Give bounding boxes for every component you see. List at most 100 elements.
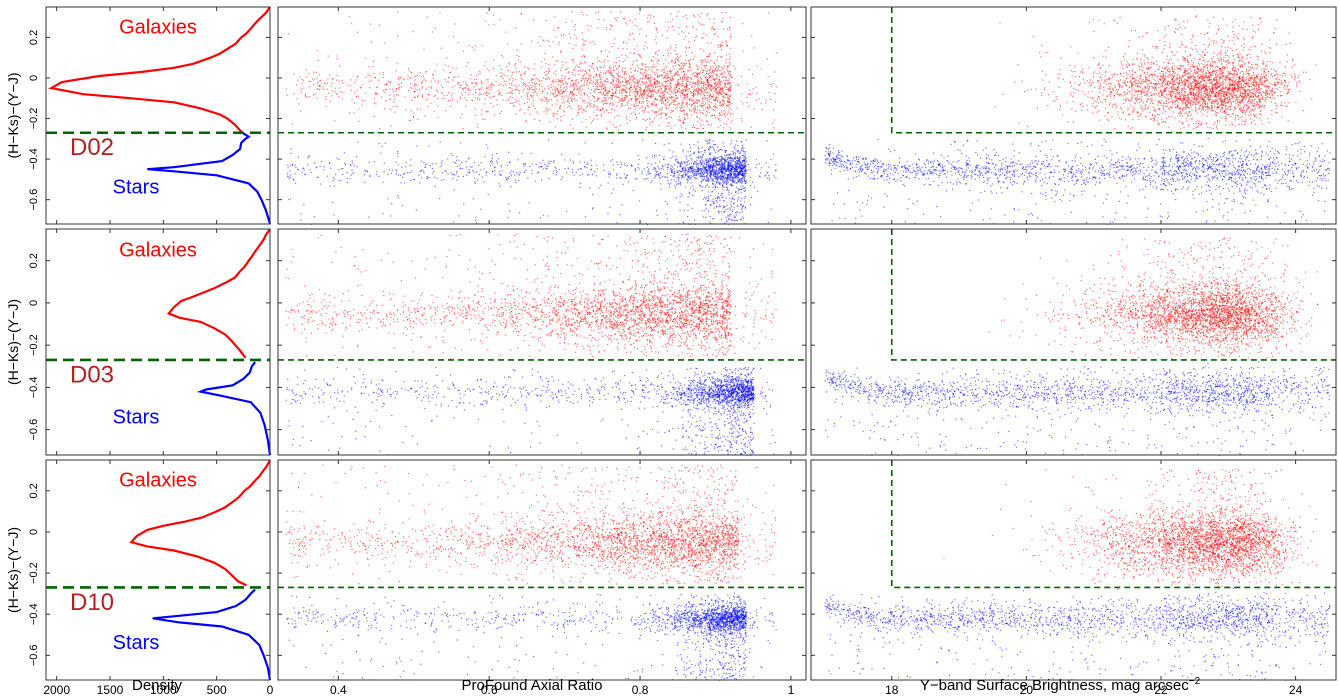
galaxy-point bbox=[544, 59, 545, 60]
galaxy-point bbox=[489, 93, 490, 94]
galaxy-point bbox=[572, 95, 573, 96]
star-point bbox=[543, 169, 544, 170]
galaxy-point bbox=[479, 71, 480, 72]
star-point bbox=[451, 153, 452, 154]
galaxy-point bbox=[494, 96, 495, 97]
star-point bbox=[332, 202, 333, 203]
galaxy-point bbox=[292, 123, 293, 124]
galaxy-point bbox=[621, 90, 622, 91]
star-point bbox=[443, 179, 444, 180]
star-point bbox=[687, 182, 688, 183]
star-point bbox=[689, 178, 690, 179]
star-point bbox=[427, 176, 428, 177]
star-point bbox=[564, 168, 565, 169]
galaxy-point bbox=[341, 92, 342, 93]
star-point bbox=[689, 171, 690, 172]
galaxy-point bbox=[524, 89, 525, 90]
galaxy-point bbox=[615, 96, 616, 97]
galaxy-point bbox=[688, 81, 689, 82]
galaxy-point bbox=[428, 87, 429, 88]
galaxy-point bbox=[610, 74, 611, 75]
galaxy-point bbox=[638, 98, 639, 99]
star-point bbox=[725, 167, 726, 168]
galaxy-point bbox=[683, 92, 684, 93]
star-point bbox=[500, 174, 501, 175]
galaxy-point bbox=[399, 76, 400, 77]
galaxy-point bbox=[550, 93, 551, 94]
star-point bbox=[730, 180, 731, 181]
star-point bbox=[740, 178, 741, 179]
star-point bbox=[445, 170, 446, 171]
galaxy-point bbox=[540, 36, 541, 37]
star-point bbox=[589, 187, 590, 188]
galaxy-point bbox=[572, 48, 573, 49]
star-point bbox=[496, 161, 497, 162]
galaxy-point bbox=[661, 99, 662, 100]
star-point bbox=[741, 164, 742, 165]
galaxy-point bbox=[728, 98, 729, 99]
galaxy-point bbox=[493, 68, 494, 69]
star-point bbox=[499, 171, 500, 172]
galaxy-point bbox=[659, 76, 660, 77]
star-point bbox=[548, 161, 549, 162]
star-point bbox=[537, 172, 538, 173]
star-point bbox=[767, 172, 768, 173]
galaxy-point bbox=[677, 84, 678, 85]
galaxy-point bbox=[604, 112, 605, 113]
galaxy-point bbox=[351, 23, 352, 24]
star-point bbox=[697, 173, 698, 174]
galaxy-point bbox=[407, 75, 408, 76]
star-point bbox=[705, 198, 706, 199]
galaxy-point bbox=[670, 89, 671, 90]
star-point bbox=[685, 170, 686, 171]
galaxy-point bbox=[646, 91, 647, 92]
galaxy-point bbox=[602, 100, 603, 101]
galaxy-point bbox=[727, 83, 728, 84]
galaxy-point bbox=[603, 61, 604, 62]
galaxy-point bbox=[465, 83, 466, 84]
star-point bbox=[699, 163, 700, 164]
star-point bbox=[456, 173, 457, 174]
galaxy-point bbox=[438, 80, 439, 81]
star-point bbox=[708, 181, 709, 182]
galaxy-point bbox=[511, 85, 512, 86]
star-point bbox=[736, 186, 737, 187]
galaxy-point bbox=[599, 92, 600, 93]
galaxy-point bbox=[525, 86, 526, 87]
star-point bbox=[396, 170, 397, 171]
galaxy-point bbox=[650, 81, 651, 82]
galaxy-point bbox=[580, 62, 581, 63]
galaxy-point bbox=[685, 95, 686, 96]
star-point bbox=[334, 186, 335, 187]
galaxy-point bbox=[484, 65, 485, 66]
galaxy-point bbox=[709, 93, 710, 94]
galaxy-point bbox=[748, 69, 749, 70]
star-point bbox=[509, 211, 510, 212]
star-point bbox=[683, 149, 684, 150]
galaxy-point bbox=[694, 112, 695, 113]
galaxy-point bbox=[644, 92, 645, 93]
galaxy-point bbox=[319, 85, 320, 86]
star-point bbox=[711, 162, 712, 163]
star-point bbox=[381, 146, 382, 147]
galaxy-point bbox=[474, 79, 475, 80]
galaxy-point bbox=[622, 77, 623, 78]
galaxy-point bbox=[710, 68, 711, 69]
galaxy-point bbox=[584, 84, 585, 85]
star-point bbox=[693, 144, 694, 145]
galaxy-point bbox=[652, 71, 653, 72]
galaxy-point bbox=[699, 118, 700, 119]
galaxy-point bbox=[309, 96, 310, 97]
star-point bbox=[719, 176, 720, 177]
galaxy-point bbox=[326, 106, 327, 107]
star-point bbox=[494, 170, 495, 171]
star-point bbox=[670, 157, 671, 158]
star-point bbox=[676, 170, 677, 171]
galaxy-point bbox=[603, 84, 604, 85]
galaxy-point bbox=[567, 67, 568, 68]
galaxy-point bbox=[720, 84, 721, 85]
galaxy-point bbox=[676, 16, 677, 17]
galaxy-point bbox=[717, 56, 718, 57]
galaxy-point bbox=[614, 84, 615, 85]
galaxy-point bbox=[540, 81, 541, 82]
